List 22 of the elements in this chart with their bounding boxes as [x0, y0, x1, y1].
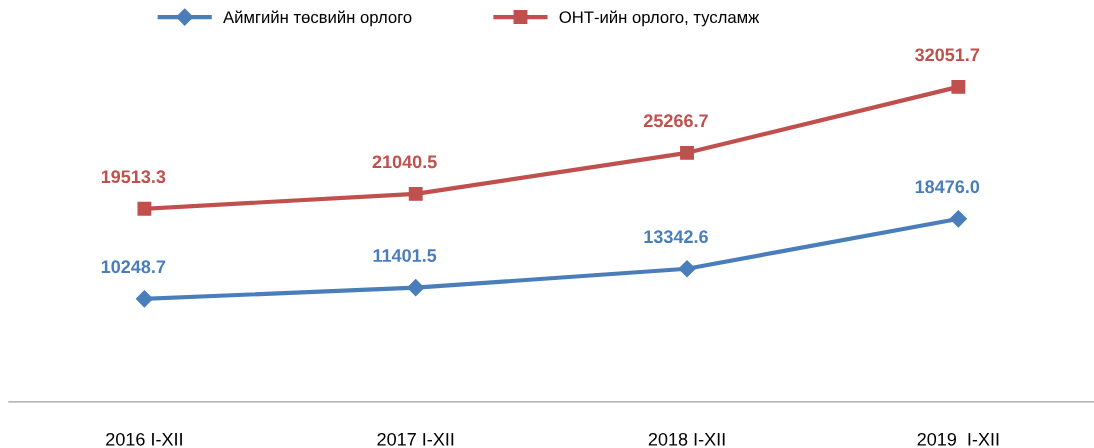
- data-label: 11401.5: [373, 249, 437, 262]
- data-label: 21040.5: [372, 155, 437, 169]
- legend-label: Аймгийн төсвийн орлого: [223, 10, 412, 27]
- point: [951, 79, 966, 94]
- point: [680, 145, 694, 160]
- point: [137, 201, 152, 216]
- data-label: 10248.7: [101, 260, 166, 274]
- x-tick-label: 2018 I-XII: [648, 432, 725, 446]
- x-tick-label: 2017 I-XII: [377, 432, 454, 446]
- data-label: 19513.3: [101, 170, 166, 184]
- x-tick-label: 2016 I-XII: [106, 432, 182, 446]
- point: [135, 290, 153, 308]
- point: [678, 260, 696, 278]
- point: [407, 279, 425, 297]
- data-label: 32051.7: [915, 48, 980, 62]
- point: [408, 186, 423, 201]
- data-label: 13342.6: [644, 230, 708, 244]
- x-tick-label: 2019 I-XII: [917, 432, 999, 446]
- data-label: 25266.7: [643, 114, 708, 128]
- data-label: 18476.0: [915, 180, 980, 194]
- point: [949, 210, 967, 228]
- legend-label: ОНТ-ийн орлого, тусламж: [559, 10, 760, 27]
